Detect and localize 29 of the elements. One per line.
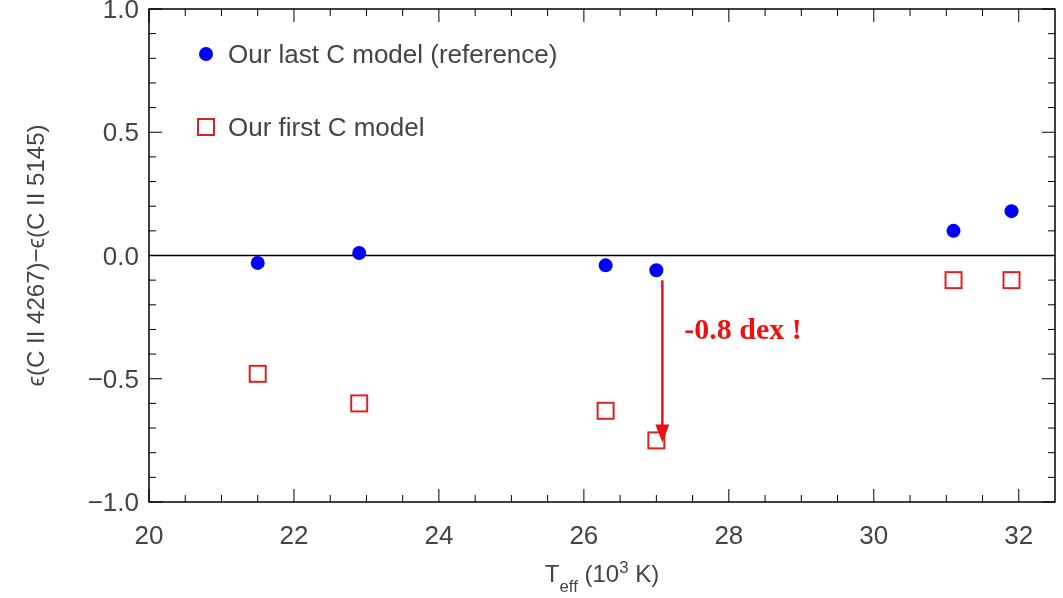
point <box>647 431 666 450</box>
x-tick-label: 20 <box>134 520 164 550</box>
x-axis-title: T$_{eff}$ (10$^{3}$ K) <box>544 557 660 596</box>
point <box>946 223 961 238</box>
x-tick-label: 24 <box>424 520 454 550</box>
x-tick-label: 30 <box>859 520 889 550</box>
point <box>598 258 613 273</box>
x-tick-label: 32 <box>1004 520 1034 550</box>
y-tick-label: −0.5 <box>87 363 139 394</box>
x-tick-label: 28 <box>714 520 744 550</box>
point <box>596 401 615 420</box>
annotation: -0.8 dex ! <box>684 311 802 345</box>
point <box>944 271 963 290</box>
legend-label: Our first C model <box>228 112 425 143</box>
point <box>350 394 369 413</box>
y-axis-title: ϵ(C II 4267)−ϵ(C II 5145) <box>22 124 49 387</box>
y-tick-label: −1.0 <box>87 487 139 518</box>
point <box>1004 204 1019 219</box>
point <box>1002 271 1021 290</box>
point <box>649 263 664 278</box>
x-tick-label: 22 <box>279 520 309 550</box>
point <box>250 255 265 270</box>
point <box>248 364 267 383</box>
legend-label: Our last C model (reference) <box>228 39 558 70</box>
y-tick-label: 0.5 <box>102 117 139 148</box>
y-tick-label: 1.0 <box>102 0 139 25</box>
x-tick-label: 26 <box>569 520 599 550</box>
y-tick-label: 0.0 <box>102 240 139 271</box>
point <box>352 246 367 261</box>
